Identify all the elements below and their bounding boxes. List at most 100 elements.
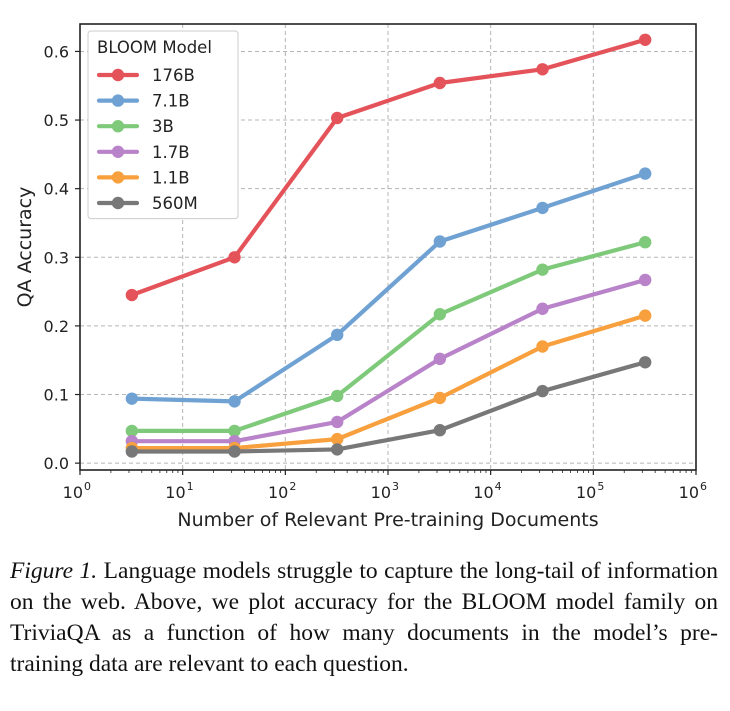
x-tick-label: 10 5 [576, 480, 604, 502]
svg-text:6: 6 [700, 480, 707, 493]
data-point [433, 235, 447, 248]
legend-label: 176B [152, 66, 195, 85]
legend-item-176B: 176B [96, 66, 195, 85]
legend-label: 3B [152, 117, 174, 136]
y-tick-label: 0.6 [44, 42, 69, 61]
x-tick-label: 10 6 [679, 480, 707, 502]
legend-marker [111, 196, 125, 210]
data-point [638, 309, 652, 322]
data-point [330, 415, 344, 429]
series-line [129, 277, 648, 444]
svg-text:10: 10 [679, 483, 699, 502]
data-point [433, 352, 447, 366]
accuracy-chart: 10 0 10 1 10 2 10 3 10 4 10 5 10 60.00.10.20.30.40.50… [14, 23, 707, 531]
data-point [638, 167, 652, 180]
svg-text:10: 10 [473, 483, 493, 502]
caption-text: Language models struggle to capture the … [10, 558, 718, 677]
figure-caption: Figure 1. Language models struggle to ca… [10, 556, 718, 680]
data-point [536, 302, 549, 315]
data-point [536, 384, 549, 398]
data-point [330, 389, 344, 403]
legend-box [87, 30, 239, 220]
svg-text:2: 2 [289, 480, 296, 493]
series-line [129, 360, 648, 454]
series-group [125, 33, 652, 458]
x-axis-label: Number of Relevant Pre-training Document… [177, 509, 598, 531]
svg-text:10: 10 [165, 483, 185, 502]
series-line [129, 171, 648, 404]
caption-label: Figure 1. [10, 558, 98, 584]
series-176B [125, 33, 652, 302]
data-point [536, 263, 549, 276]
series-1.7B [125, 273, 652, 448]
x-tick-label: 10 3 [371, 480, 399, 502]
svg-text:5: 5 [597, 480, 604, 493]
series-line [129, 37, 648, 298]
data-point [536, 63, 549, 76]
legend-label: 1.7B [152, 143, 190, 162]
data-point [330, 443, 344, 456]
x-tick-label: 10 4 [473, 480, 501, 502]
legend-label: 7.1B [152, 92, 190, 111]
legend-marker [111, 94, 125, 107]
legend-title: BLOOM Model [97, 38, 212, 57]
x-tick-label: 10 2 [268, 480, 296, 502]
data-point [228, 251, 241, 264]
legend-item-1.7B: 1.7B [96, 143, 190, 162]
legend-item-560M: 560M [96, 194, 198, 213]
data-point [433, 308, 447, 321]
series-7.1B [125, 167, 652, 408]
legend-item-7.1B: 7.1B [96, 92, 190, 111]
series-line [129, 240, 648, 433]
data-point [330, 111, 344, 125]
data-point [330, 432, 344, 446]
legend: BLOOM Model 176B 7.1B 3B 1.7B 1.1B 560M [87, 30, 239, 220]
legend-item-3B: 3B [96, 117, 174, 136]
svg-text:10: 10 [268, 483, 288, 502]
legend-marker [111, 171, 125, 184]
y-tick-label: 0.5 [44, 111, 69, 130]
data-point [433, 76, 447, 90]
y-tick-label: 0.1 [44, 386, 69, 405]
legend-marker [111, 145, 125, 158]
data-point [536, 201, 549, 215]
legend-marker [111, 120, 125, 133]
data-point [228, 445, 241, 458]
legend-label: 560M [152, 194, 198, 213]
svg-text:4: 4 [495, 480, 502, 493]
y-tick-label: 0.3 [44, 248, 69, 267]
data-point [228, 395, 241, 408]
data-point [125, 445, 139, 458]
series-line [129, 313, 648, 451]
data-point [433, 424, 447, 437]
data-point [125, 392, 139, 405]
y-tick-label: 0.4 [44, 180, 69, 199]
data-point [125, 288, 139, 302]
tick-labels: 10 0 10 1 10 2 10 3 10 4 10 5 10 60.00.10.20.30.40.50… [44, 42, 707, 502]
legend-item-1.1B: 1.1B [96, 168, 190, 187]
data-point [638, 273, 652, 287]
legend-label: 1.1B [152, 168, 190, 187]
svg-text:3: 3 [392, 480, 399, 493]
svg-text:10: 10 [576, 483, 596, 502]
y-tick-label: 0.0 [44, 454, 69, 473]
data-point [125, 424, 139, 438]
y-tick-label: 0.2 [44, 317, 69, 336]
data-point [638, 33, 652, 46]
data-point [638, 356, 652, 369]
series-1.1B [125, 309, 652, 455]
y-axis-label: QA Accuracy [14, 187, 36, 308]
svg-text:10: 10 [63, 483, 83, 502]
series-560M [125, 356, 652, 458]
data-point [433, 391, 447, 405]
legend-marker [111, 68, 125, 82]
x-tick-label: 10 0 [63, 480, 91, 502]
legend-items: 176B 7.1B 3B 1.7B 1.1B 560M [96, 66, 198, 213]
svg-text:0: 0 [84, 480, 91, 493]
data-point [228, 424, 241, 438]
svg-text:10: 10 [371, 483, 391, 502]
data-point [330, 328, 344, 342]
svg-text:1: 1 [187, 480, 194, 493]
data-point [638, 235, 652, 249]
x-tick-label: 10 1 [165, 480, 193, 502]
